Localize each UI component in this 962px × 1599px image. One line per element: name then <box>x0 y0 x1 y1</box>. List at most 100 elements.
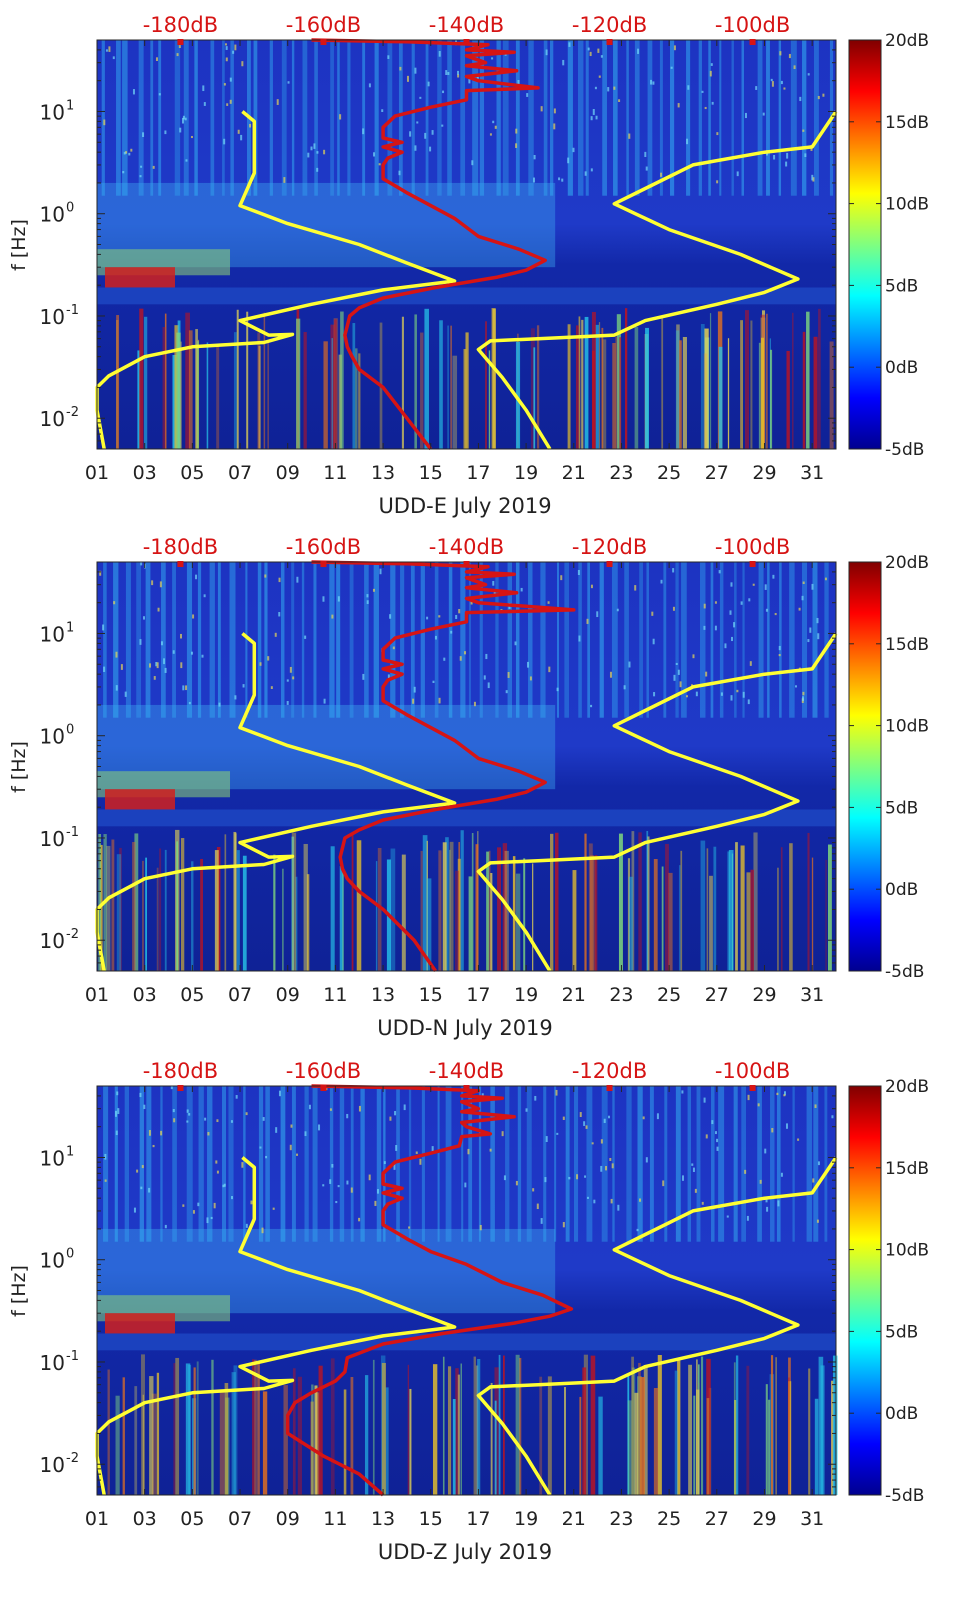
stripe <box>543 40 548 196</box>
stripe <box>719 40 722 196</box>
stripe <box>669 40 675 196</box>
transient <box>616 314 621 449</box>
speckle <box>514 641 517 646</box>
stripe <box>802 40 807 196</box>
transient <box>727 338 730 449</box>
stripe <box>681 562 687 718</box>
transient <box>829 341 834 449</box>
speckle <box>515 128 518 134</box>
speckle <box>259 662 262 666</box>
speckle <box>350 1187 353 1193</box>
speckle <box>124 691 127 697</box>
stripe <box>711 1086 715 1242</box>
transient <box>292 1368 296 1495</box>
speckle <box>553 123 556 130</box>
colorbar-tick-label: 5dB <box>885 798 918 818</box>
stripe <box>304 1086 309 1242</box>
stripe <box>626 40 629 196</box>
speckle <box>115 685 118 691</box>
transient <box>682 336 687 449</box>
speckle <box>182 685 185 691</box>
speckle <box>426 616 429 620</box>
transient <box>452 355 458 449</box>
speckle <box>592 108 595 115</box>
energy-band <box>97 809 836 827</box>
transient <box>788 1381 792 1495</box>
speckle <box>123 151 126 155</box>
stripe <box>349 562 354 718</box>
transient <box>572 870 577 971</box>
x-tick-label: 17 <box>466 462 490 484</box>
speckle <box>104 1179 107 1182</box>
db-tick-marker <box>606 1085 613 1091</box>
stripe <box>374 40 379 196</box>
speckle <box>752 583 755 586</box>
transient <box>176 332 181 449</box>
speckle <box>507 672 510 678</box>
transient <box>818 1356 824 1495</box>
x-tick-label: 31 <box>800 462 824 484</box>
x-tick-label: 19 <box>514 1508 538 1530</box>
stripe <box>347 40 351 196</box>
panel-east: 01 03 05 07 09 11 13 15 17 19 21 23 25 27 29 3110-210-1… <box>8 13 929 518</box>
transient <box>832 1355 838 1495</box>
db-scale-label: -160dB <box>286 535 361 559</box>
speckle <box>613 86 616 90</box>
speckle <box>181 117 184 124</box>
speckle <box>812 177 815 182</box>
stripe <box>757 40 763 196</box>
transient <box>381 1362 386 1495</box>
speckle <box>225 46 228 50</box>
speckle <box>241 1162 244 1168</box>
transient <box>486 851 490 971</box>
transient <box>257 332 261 449</box>
transient <box>786 350 790 449</box>
speckle <box>387 674 390 680</box>
transient <box>477 1358 481 1495</box>
plot-area: 01 03 05 07 09 11 13 15 17 19 21 23 25 27 29 3110-210-1… <box>40 1059 838 1530</box>
speckle <box>241 61 244 67</box>
speckle <box>224 43 227 46</box>
high-noise-model-curve <box>476 1156 838 1496</box>
speckle <box>296 1153 299 1156</box>
speckle <box>139 1092 142 1098</box>
speckle <box>703 1097 706 1103</box>
speckle <box>376 1189 379 1194</box>
x-tick-label: 19 <box>514 984 538 1006</box>
speckle <box>653 692 656 697</box>
transient <box>485 321 487 449</box>
transient <box>675 330 680 449</box>
speckle <box>736 171 739 177</box>
speckle <box>798 607 801 611</box>
x-tick-label: 31 <box>800 1508 824 1530</box>
speckle <box>231 1196 234 1200</box>
db-scale-label: -160dB <box>286 13 361 37</box>
transient <box>355 348 358 449</box>
x-tick-label: 13 <box>371 1508 395 1530</box>
transient <box>197 339 200 449</box>
speckle <box>368 1174 371 1181</box>
stripe <box>364 562 369 718</box>
db-tick-marker <box>749 39 756 45</box>
x-tick-label: 05 <box>180 462 204 484</box>
stripe <box>613 40 618 196</box>
x-tick-label: 25 <box>657 462 681 484</box>
colorbar-tick-label: 10dB <box>885 195 929 215</box>
stripe <box>515 40 520 196</box>
speckle <box>226 103 229 106</box>
stripe <box>626 1086 632 1242</box>
speckle <box>438 697 441 704</box>
transient <box>303 332 307 449</box>
stripe <box>362 40 366 196</box>
speckle <box>120 664 123 670</box>
colorbar-tick-label: 20dB <box>885 1077 929 1097</box>
speckle <box>249 123 252 128</box>
speckle <box>431 130 434 135</box>
speckle <box>323 149 326 155</box>
speckle <box>155 57 158 62</box>
x-tick-label: 19 <box>514 462 538 484</box>
speckle <box>240 134 243 141</box>
stripe <box>675 562 679 718</box>
speckle <box>230 1120 233 1123</box>
y-tick-label: 10 <box>40 622 65 646</box>
